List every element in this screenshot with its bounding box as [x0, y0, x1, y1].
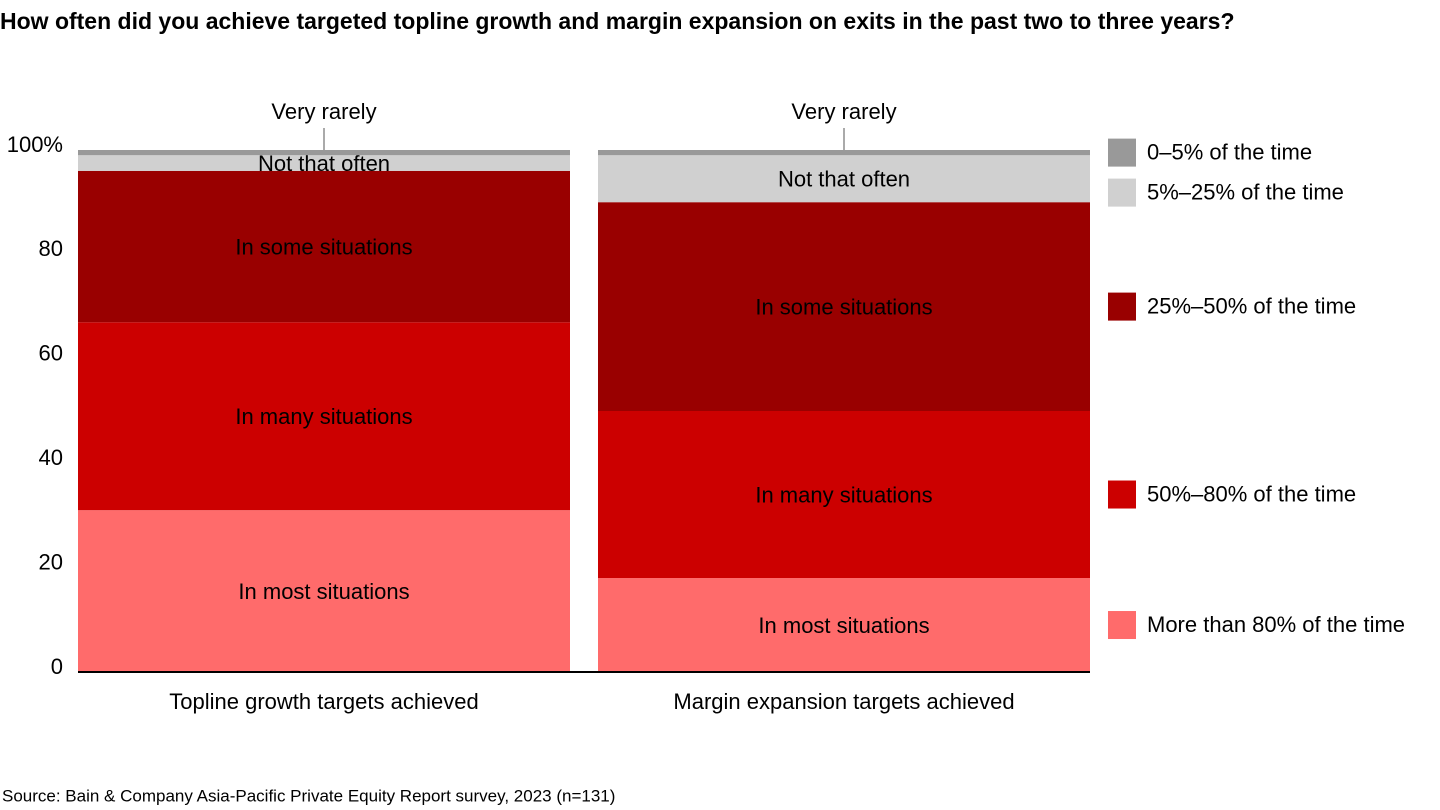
legend-swatch	[1108, 138, 1136, 167]
source: Source: Bain & Company Asia-Pacific Priv…	[2, 786, 615, 805]
legend-label: 50%–80% of the time	[1147, 481, 1356, 506]
bar-segment	[78, 150, 570, 156]
bar-segment	[78, 510, 570, 672]
bar-segment	[598, 411, 1090, 579]
legend-swatch	[1108, 178, 1136, 207]
bar-segment	[598, 155, 1090, 203]
legend-swatch	[1108, 292, 1136, 321]
legend-label: 5%–25% of the time	[1147, 179, 1344, 204]
y-tick-label: 0	[51, 654, 63, 679]
y-tick-label: 40	[39, 445, 63, 470]
y-tick-label: 60	[39, 341, 63, 366]
legend-label: More than 80% of the time	[1147, 612, 1405, 637]
legend-label: 25%–50% of the time	[1147, 293, 1356, 318]
legend-swatch	[1108, 611, 1136, 640]
chart-title: How often did you achieve targeted topli…	[0, 8, 1235, 34]
legend-label: 0–5% of the time	[1147, 139, 1312, 164]
x-tick-label: Topline growth targets achieved	[169, 689, 478, 714]
segment-label: In most situations	[238, 579, 409, 604]
x-tick-label: Margin expansion targets achieved	[673, 689, 1014, 714]
legend-swatch	[1108, 480, 1136, 509]
segment-label: In some situations	[235, 234, 412, 259]
segment-label: In many situations	[755, 482, 932, 507]
segment-label: In some situations	[755, 294, 932, 319]
segment-label: In most situations	[758, 613, 929, 638]
bar-segment	[78, 170, 570, 323]
y-tick-label: 20	[39, 549, 63, 574]
segment-label: Very rarely	[271, 99, 376, 124]
segment-label: Very rarely	[791, 99, 896, 124]
bar-segment	[598, 578, 1090, 672]
bar-segment	[598, 150, 1090, 156]
y-tick-label: 100%	[7, 132, 63, 157]
bar-segment	[598, 202, 1090, 411]
segment-label: In many situations	[235, 404, 412, 429]
bar-segment	[78, 322, 570, 511]
y-tick-label: 80	[39, 236, 63, 261]
segment-label: Not that often	[778, 167, 910, 192]
bar-segment	[78, 155, 570, 171]
